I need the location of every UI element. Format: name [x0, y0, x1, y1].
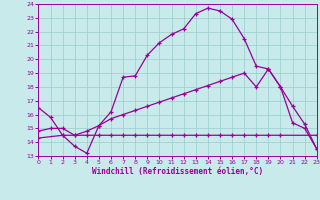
X-axis label: Windchill (Refroidissement éolien,°C): Windchill (Refroidissement éolien,°C) — [92, 167, 263, 176]
